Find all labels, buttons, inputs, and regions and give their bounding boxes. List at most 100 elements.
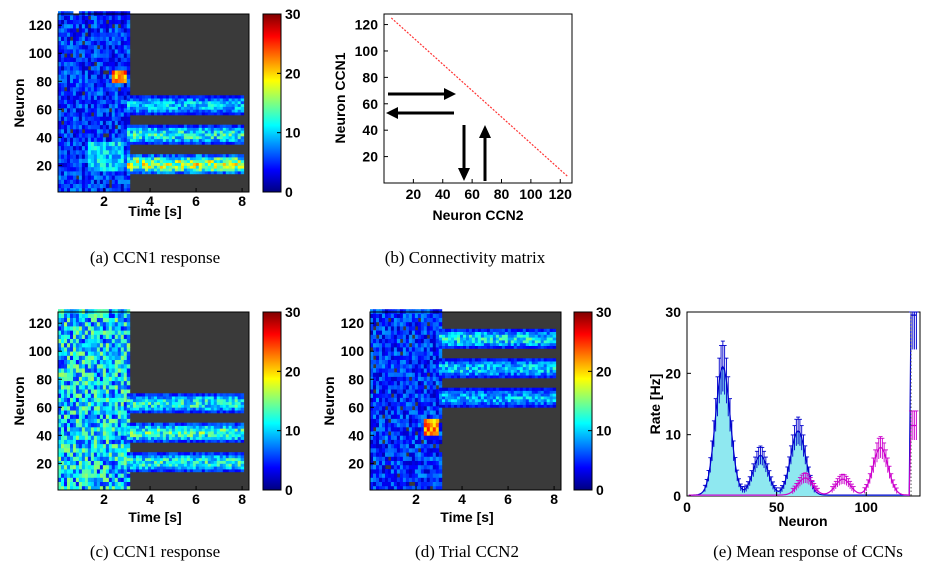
band-cell <box>154 439 158 443</box>
heatmap-cell <box>432 321 437 327</box>
heatmap-cell <box>81 321 86 327</box>
band-cell <box>159 428 164 432</box>
heatmap-cell <box>64 418 68 424</box>
band-cell <box>171 135 176 140</box>
heatmap-cell <box>87 342 92 348</box>
band-cell <box>210 431 215 435</box>
heatmap-cell <box>402 401 407 407</box>
band-cell <box>174 157 179 161</box>
heatmap-cell <box>405 481 410 487</box>
heatmap-cell <box>67 124 71 130</box>
band-cell <box>240 127 245 131</box>
band-cell <box>210 425 215 429</box>
heatmap-cell <box>99 137 104 142</box>
heatmap-cell <box>376 452 380 457</box>
heatmap-cell <box>105 431 110 436</box>
band-cell <box>171 436 176 440</box>
band-cell <box>183 425 188 429</box>
heatmap-cell <box>123 154 128 159</box>
heatmap-cell <box>432 384 437 390</box>
heatmap-cell <box>420 418 425 424</box>
heatmap-cell <box>382 359 386 365</box>
band-cell <box>154 460 158 464</box>
band-cell <box>130 103 134 107</box>
heatmap-cell <box>396 443 401 449</box>
heatmap-cell <box>67 359 71 365</box>
heatmap-cell <box>81 120 86 126</box>
heatmap-cell <box>81 171 86 176</box>
heatmap-cell <box>102 179 107 184</box>
heatmap-cell <box>402 481 407 487</box>
heatmap-cell <box>64 452 68 457</box>
band-cell <box>148 393 152 397</box>
band-cell <box>139 404 143 408</box>
heatmap-cell <box>123 187 128 193</box>
heatmap-cell <box>126 28 131 33</box>
heatmap-cell <box>399 469 404 474</box>
band-cell <box>165 138 170 142</box>
band-cell <box>477 396 482 400</box>
heatmap-cell <box>87 313 92 318</box>
heatmap-cell <box>123 464 128 470</box>
band-cell <box>471 404 476 408</box>
heatmap-cell <box>93 326 98 331</box>
heatmap-cell <box>387 410 392 415</box>
heatmap-cell <box>382 477 386 482</box>
heatmap-cell <box>102 469 107 474</box>
heatmap-cell <box>102 321 107 327</box>
heatmap-cell <box>426 355 431 360</box>
heatmap-cell <box>429 368 434 373</box>
heatmap-cell <box>114 342 119 348</box>
heatmap-cell <box>108 452 113 457</box>
heatmap-cell <box>414 393 419 398</box>
band-cell <box>471 401 476 405</box>
heatmap-cell <box>114 166 119 172</box>
heatmap-cell <box>99 380 104 386</box>
band-cell <box>189 452 194 456</box>
band-cell <box>171 138 176 142</box>
band-cell <box>148 422 152 426</box>
xlabel-b: Neuron CCN2 <box>432 207 523 223</box>
heatmap-cell <box>108 477 113 482</box>
band-cell <box>519 390 524 394</box>
heatmap-cell <box>120 183 125 189</box>
band-cell <box>157 127 161 131</box>
heatmap-cell <box>114 355 119 360</box>
heatmap-cell <box>73 321 77 327</box>
band-cell <box>198 133 203 137</box>
heatmap-cell <box>387 351 392 356</box>
band-cell <box>183 396 188 400</box>
band-cell <box>168 398 173 403</box>
heatmap-cell <box>120 418 125 424</box>
heatmap-cell <box>75 15 80 20</box>
heatmap-cell <box>435 359 440 365</box>
heatmap-cell <box>70 317 74 323</box>
heatmap-cell <box>432 410 437 415</box>
heatmap-cell <box>78 133 83 138</box>
band-cell <box>174 404 179 408</box>
band-cell <box>189 455 194 459</box>
heatmap-cell <box>417 481 422 487</box>
heatmap-cell <box>432 418 437 424</box>
band-cell <box>531 404 536 408</box>
band-cell <box>151 407 155 411</box>
heatmap-cell <box>114 57 119 62</box>
band-cell <box>210 396 215 400</box>
heatmap-cell <box>426 410 431 415</box>
heatmap-cell <box>108 116 113 121</box>
heatmap-cell <box>64 397 68 403</box>
heatmap-cell <box>390 334 395 339</box>
band-cell <box>477 393 482 397</box>
heatmap-cell <box>108 158 113 163</box>
heatmap-cell <box>70 28 74 33</box>
heatmap-cell <box>420 347 425 352</box>
heatmap-cell <box>417 401 422 407</box>
band-cell <box>139 103 143 107</box>
band-cell <box>222 463 227 467</box>
heatmap-cell <box>376 384 380 390</box>
heatmap-cell <box>75 410 80 415</box>
heatmap-cell <box>123 317 128 323</box>
band-cell <box>201 157 206 161</box>
heatmap-cell <box>405 355 410 360</box>
band-cell <box>525 398 530 403</box>
